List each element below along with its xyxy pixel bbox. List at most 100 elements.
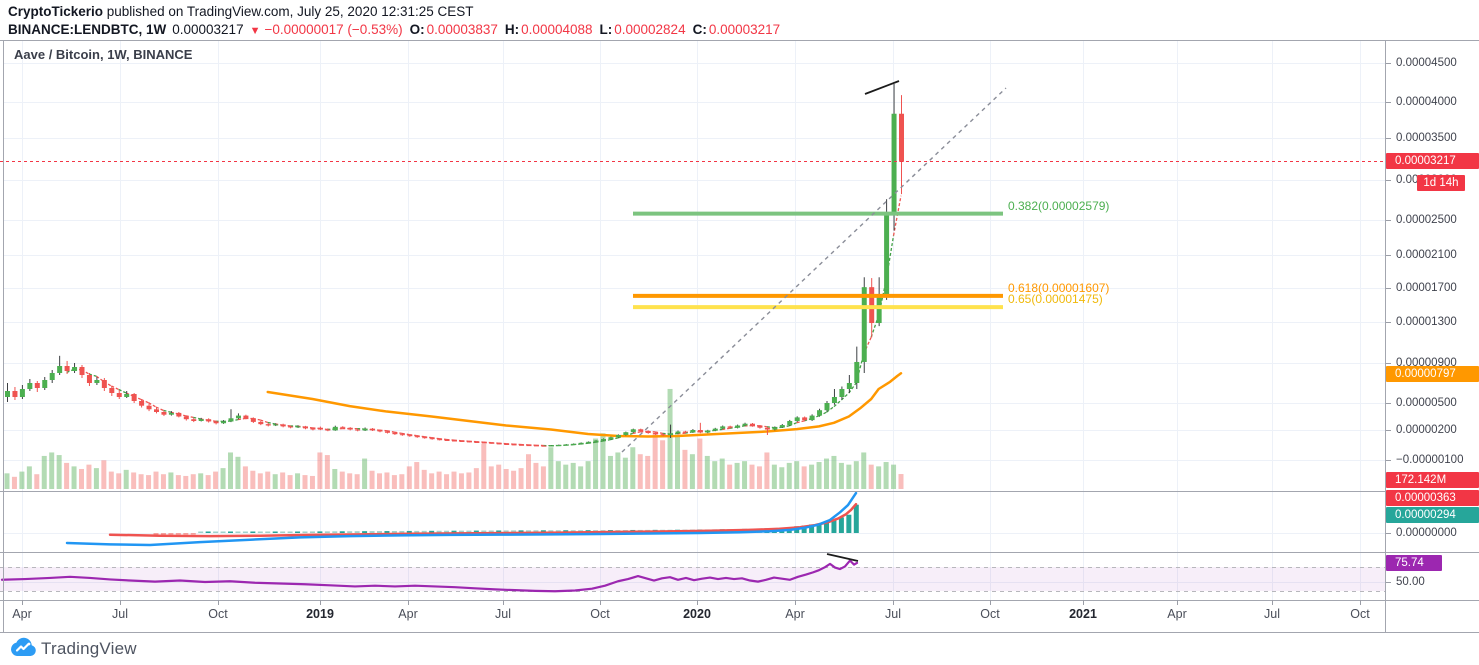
- volume-bar: [756, 466, 762, 489]
- price-axis-tick: 0.00001700: [1396, 282, 1457, 294]
- candle-down: [206, 419, 212, 422]
- candle-down: [154, 409, 159, 412]
- volume-bar: [131, 472, 137, 489]
- indicator-histogram-bar: [809, 524, 815, 533]
- volume-bar: [339, 471, 345, 489]
- price-axis-tick: 0.00000200: [1396, 424, 1457, 436]
- candle-down: [12, 391, 18, 397]
- candle-down: [645, 431, 651, 433]
- price-axis-tick: −0.00000100: [1396, 454, 1464, 466]
- indicator-histogram-bar: [235, 531, 241, 533]
- candle-up: [809, 415, 815, 421]
- candle-down: [325, 429, 331, 431]
- last-price: 0.00003217: [172, 22, 244, 37]
- candle-down: [407, 435, 413, 437]
- candle-up: [712, 428, 718, 431]
- indicator-histogram-bar: [369, 531, 375, 533]
- volume-bar: [801, 466, 807, 489]
- volume-bar: [682, 449, 688, 489]
- chart-canvas[interactable]: [0, 0, 1479, 633]
- volume-bar: [704, 455, 710, 489]
- volume-bar: [496, 464, 502, 489]
- indicator-histogram-bar: [846, 514, 852, 533]
- price-axis-tick: 0.00001300: [1396, 316, 1457, 328]
- candle-up: [846, 383, 852, 389]
- candle-up: [221, 421, 227, 424]
- candle-up: [586, 441, 592, 443]
- indicator-histogram-bar: [384, 531, 390, 533]
- volume-bar: [399, 474, 405, 489]
- volume-bar: [198, 473, 204, 489]
- volume-bar: [235, 456, 241, 489]
- indicator-histogram-bar: [242, 531, 248, 533]
- indicator-histogram-bar: [339, 531, 345, 533]
- tradingview-brand-text[interactable]: TradingView: [41, 639, 137, 658]
- fib-level-label[interactable]: 0.65(0.00001475): [1008, 292, 1103, 307]
- volume-bar: [615, 452, 621, 489]
- tradingview-logo-icon[interactable]: [10, 637, 37, 659]
- volume-bar: [429, 473, 435, 489]
- fib-level-label[interactable]: 0.382(0.00002579): [1008, 198, 1110, 213]
- volume-bar: [645, 455, 651, 489]
- candle-down: [131, 394, 137, 401]
- volume-bar: [466, 472, 472, 489]
- volume-bar: [64, 462, 70, 489]
- candle-up: [362, 428, 368, 431]
- indicator-histogram-bar: [481, 530, 487, 533]
- volume-bar: [41, 455, 47, 489]
- candle-down: [213, 421, 219, 424]
- time-axis-year-label: 2021: [1069, 607, 1097, 621]
- candle-up: [824, 403, 830, 411]
- candle-down: [109, 388, 115, 393]
- candle-up: [273, 424, 279, 426]
- candle-down: [533, 445, 539, 447]
- volume-bar: [34, 474, 40, 489]
- indicator-histogram-bar: [801, 525, 807, 533]
- price-axis-tick: 50.00: [1396, 576, 1425, 588]
- ohlc-label: O:: [409, 22, 425, 37]
- price-axis-tick: 0.00000000: [1396, 527, 1457, 539]
- price-axis-value-box: 172.142M: [1386, 472, 1479, 488]
- candle-up: [228, 418, 234, 422]
- candle-down: [452, 440, 457, 442]
- indicator-histogram-bar: [377, 531, 382, 533]
- volume-bar: [503, 468, 509, 489]
- volume-bar: [689, 454, 695, 489]
- price-axis-value-box: 75.74: [1386, 555, 1442, 571]
- volume-bar: [652, 432, 658, 489]
- candle-down: [303, 426, 308, 429]
- byline: CryptoTickerio published on TradingView.…: [8, 4, 474, 19]
- candle-up: [839, 389, 845, 397]
- volume-bar: [824, 458, 829, 489]
- ohlc-value: 0.00002824: [614, 22, 686, 37]
- volume-bar: [242, 466, 248, 489]
- candle-up: [593, 440, 599, 442]
- volume-bar: [287, 475, 293, 489]
- candle-down: [258, 421, 264, 425]
- candle-up: [854, 361, 860, 383]
- indicator-histogram-bar: [399, 530, 405, 533]
- fib-level-label[interactable]: 0.618(0.00001607): [1008, 280, 1110, 295]
- time-axis-year-label: 2019: [306, 607, 334, 621]
- volume-bar: [675, 435, 680, 489]
- volume-bar: [742, 461, 748, 489]
- volume-bar: [771, 464, 777, 489]
- candle-down: [355, 429, 361, 431]
- volume-bar: [488, 466, 494, 489]
- volume-bar: [220, 468, 226, 489]
- volume-bar: [391, 475, 397, 489]
- candle-down: [340, 426, 346, 428]
- volume-bar: [183, 475, 189, 489]
- volume-bar: [421, 469, 427, 489]
- volume-bar: [309, 475, 315, 489]
- indicator-histogram-bar: [451, 530, 457, 533]
- volume-bar: [809, 464, 815, 489]
- ohlc-value: 0.00003837: [426, 22, 498, 37]
- candle-down: [541, 445, 547, 447]
- volume-bar: [295, 473, 301, 489]
- indicator-histogram-bar: [473, 530, 479, 533]
- volume-bar: [123, 469, 129, 489]
- indicator-histogram-bar: [213, 531, 219, 533]
- indicator-histogram-bar: [466, 530, 472, 533]
